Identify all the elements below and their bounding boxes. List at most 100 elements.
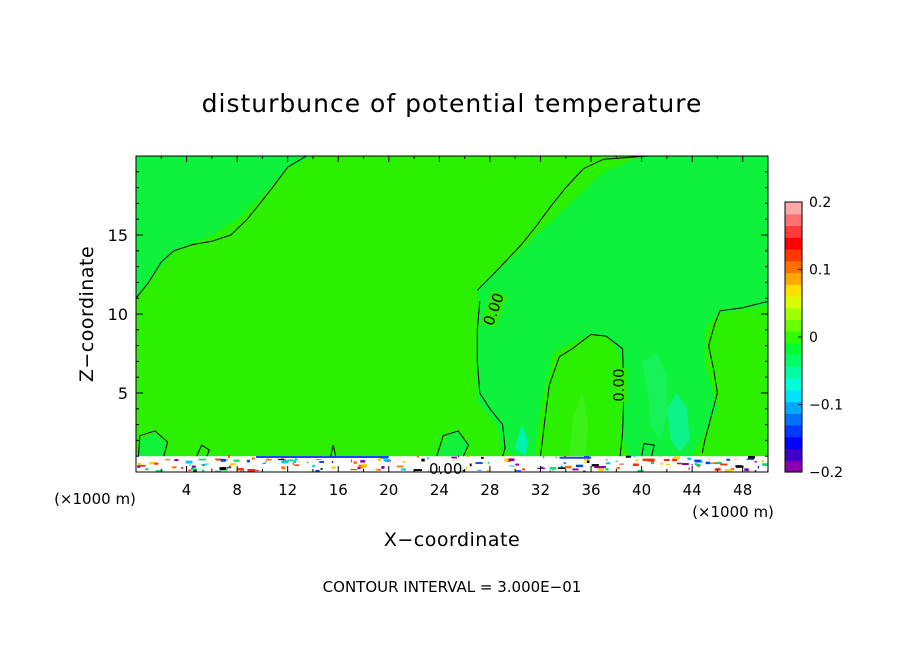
colorbar-swatch-7 <box>785 378 802 391</box>
surface-cell-11 <box>193 469 197 472</box>
surface-cell-41 <box>461 470 465 472</box>
surface-cell-105 <box>633 455 636 458</box>
y-tick-label-2: 15 <box>108 226 128 245</box>
contour-label-text: 0.00 <box>429 460 462 478</box>
surface-cell-208 <box>637 470 644 472</box>
colorbar-swatch-9 <box>785 354 802 367</box>
surface-cell-47 <box>202 464 205 466</box>
surface-cell-17 <box>384 460 391 462</box>
surface-cell-83 <box>632 463 639 466</box>
surface-cell-64 <box>506 460 511 462</box>
y-tick-label-1: 10 <box>108 305 128 324</box>
colorbar-swatch-4 <box>785 413 802 426</box>
contour-line-2 <box>476 301 506 457</box>
colorbar-swatch-8 <box>785 366 802 379</box>
surface-cell-141 <box>724 469 732 472</box>
surface-cell-103 <box>651 461 655 465</box>
x-tick-label-2: 12 <box>278 481 297 499</box>
surface-cell-122 <box>264 461 267 463</box>
colorbar-swatch-13 <box>785 307 802 320</box>
surface-cell-44 <box>701 462 703 464</box>
surface-cell-22 <box>281 458 284 460</box>
surface-cell-153 <box>357 467 361 470</box>
contour-line-5 <box>138 430 169 457</box>
surface-cell-92 <box>549 470 551 472</box>
surface-cell-99 <box>246 459 250 463</box>
surface-cell-163 <box>682 463 689 466</box>
surface-cell-29 <box>540 466 544 468</box>
colorbar-tick-label-4: −0.2 <box>809 465 843 481</box>
colorbar-swatch-22 <box>785 202 802 215</box>
surface-cell-110 <box>185 460 193 464</box>
contour-line-9 <box>330 444 337 457</box>
field-region-0 <box>136 156 313 299</box>
surface-cell-101 <box>137 465 141 468</box>
contour-label-bg <box>428 460 463 477</box>
surface-cell-58 <box>191 467 195 471</box>
surface-cell-130 <box>642 458 650 461</box>
surface-cell-2 <box>315 459 322 460</box>
surface-cell-188 <box>597 468 605 471</box>
x-tick-label-1: 8 <box>232 481 242 499</box>
surface-cell-149 <box>594 466 603 469</box>
surface-cell-152 <box>465 466 468 470</box>
surface-cell-56 <box>487 461 490 464</box>
surface-cell-13 <box>665 463 670 466</box>
surface-cell-18 <box>140 464 146 467</box>
surface-cell-6 <box>560 465 563 469</box>
surface-cell-74 <box>229 465 231 467</box>
surface-cell-161 <box>281 466 286 470</box>
surface-cell-189 <box>378 457 382 461</box>
surface-cell-100 <box>381 466 385 469</box>
surface-cell-79 <box>278 458 284 461</box>
colorbar-swatch-0 <box>785 460 802 473</box>
surface-cell-127 <box>228 455 230 458</box>
surface-cell-180 <box>708 458 711 461</box>
surface-cell-72 <box>171 466 177 469</box>
surface-cell-82 <box>154 462 159 465</box>
surface-cell-207 <box>625 455 632 458</box>
colorbar-swatch-11 <box>785 331 802 344</box>
colorbar-swatch-6 <box>785 389 802 403</box>
x-tick-label-0: 4 <box>182 481 192 499</box>
colorbar-swatch-20 <box>785 225 802 238</box>
surface-cell-159 <box>691 464 693 466</box>
field-region-5 <box>515 424 528 457</box>
surface-cell-94 <box>522 468 525 471</box>
surface-cell-16 <box>486 470 490 472</box>
surface-cell-57 <box>605 462 611 465</box>
surface-cell-88 <box>376 469 381 471</box>
x-tick-label-10: 44 <box>683 481 702 499</box>
surface-cell-59 <box>720 463 728 466</box>
surface-cell-186 <box>226 466 232 469</box>
surface-cell-5 <box>416 456 420 458</box>
surface-cell-25 <box>360 466 364 469</box>
surface-cell-23 <box>149 461 157 465</box>
surface-cell-201 <box>619 463 624 465</box>
surface-cell-139 <box>402 461 406 463</box>
colorbar-swatch-12 <box>785 319 802 332</box>
surface-cell-14 <box>605 468 609 471</box>
surface-cell-164 <box>673 456 681 460</box>
surface-cell-80 <box>201 463 208 465</box>
surface-cell-160 <box>687 457 692 461</box>
contour-line-6 <box>196 444 210 457</box>
surface-cell-52 <box>220 458 226 462</box>
surface-cell-166 <box>552 469 554 472</box>
surface-cell-51 <box>733 458 738 460</box>
colorbar-tick-label-2: 0 <box>809 330 818 346</box>
surface-cell-116 <box>754 470 757 472</box>
surface-cell-63 <box>331 466 336 469</box>
surface-cell-173 <box>155 470 164 472</box>
x-tick-label-11: 48 <box>733 481 752 499</box>
x-tick-label-9: 40 <box>632 481 651 499</box>
colorbar-tick-label-1: 0.1 <box>809 263 831 279</box>
surface-cell-78 <box>427 457 429 460</box>
surface-cell-144 <box>319 461 324 463</box>
surface-cell-90 <box>287 459 294 462</box>
surface-cell-125 <box>307 461 309 463</box>
contour-interval-note: CONTOUR INTERVAL = 3.000E−01 <box>323 578 582 596</box>
surface-cell-171 <box>710 462 717 464</box>
surface-cell-135 <box>583 458 590 461</box>
x-unit-left: (×1000 m) <box>54 490 136 508</box>
